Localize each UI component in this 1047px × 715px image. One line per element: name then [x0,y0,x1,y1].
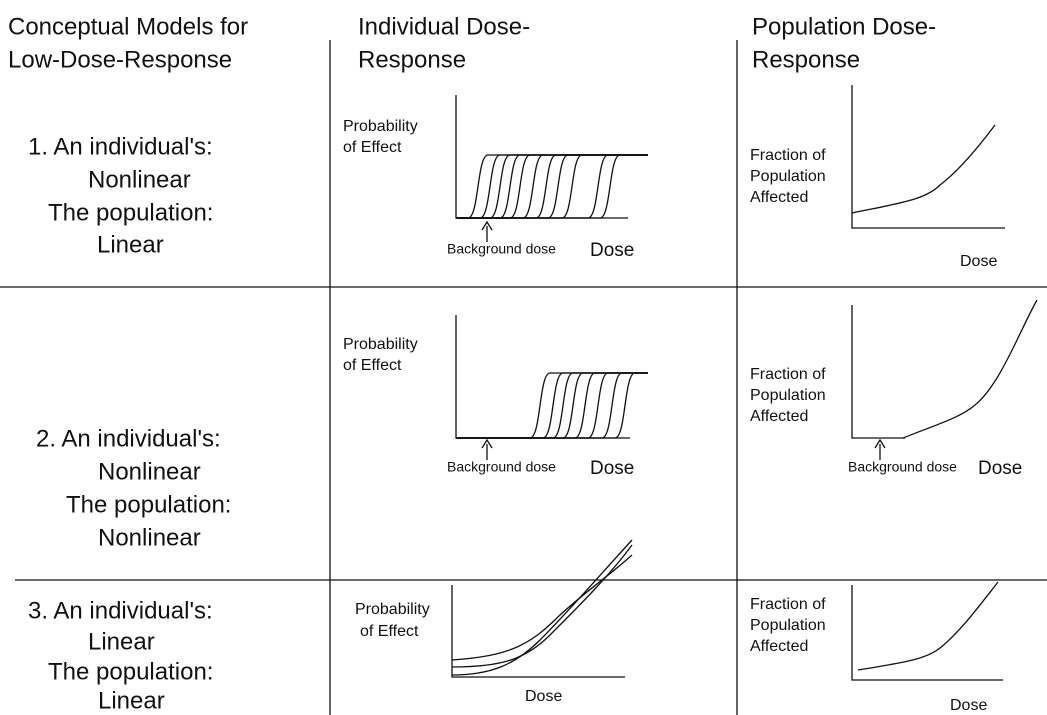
axis-label: Fraction of [750,366,826,383]
axis-label: Dose [978,458,1022,479]
axis-label: Fraction of [750,596,826,613]
curve [456,372,648,439]
curve [451,554,633,661]
curve [456,154,648,219]
axis-label: Probability [355,601,430,618]
row-text: 3. An individual's: [28,597,213,624]
header: Population Dose- [752,13,936,40]
annotation: Background dose [848,459,957,475]
arrow [481,438,493,460]
row-text: The population: [66,491,231,518]
axis-label: Dose [590,240,634,261]
axis-label: of Effect [343,357,402,374]
axis-label: Affected [750,408,808,425]
row-text: Nonlinear [98,524,201,551]
row-text: Nonlinear [98,458,201,485]
row-text: 1. An individual's: [28,133,213,160]
axes [455,95,628,219]
curve [456,154,648,219]
grid-lines [0,40,1047,715]
row-text: The population: [48,658,213,685]
axes [851,585,1003,681]
curve [456,154,648,219]
curve [456,154,648,219]
arrow [481,220,493,242]
axis-label: of Effect [343,139,402,156]
axes [451,585,625,678]
header: Conceptual Models for [8,13,248,40]
axis-label: Population [750,168,826,185]
axis-label: Dose [525,688,562,705]
axis-label: Population [750,617,826,634]
axis-label: Probability [343,336,418,353]
curve [456,154,648,219]
arrow [874,438,886,460]
curve [456,154,648,219]
curve [456,372,648,439]
axis-label: Probability [343,118,418,135]
curve [456,154,648,219]
curve [456,154,648,219]
curve [456,372,648,439]
row-text: Nonlinear [88,166,191,193]
curve [456,372,648,439]
axis-label: Affected [750,638,808,655]
header: Individual Dose- [358,13,530,40]
curves [456,154,648,219]
curve [456,372,648,439]
curve [456,154,648,219]
row-text: Linear [97,231,164,258]
row-text: Linear [88,628,155,655]
axis-label: Fraction of [750,147,826,164]
curve [456,154,648,219]
axis-label: Affected [750,189,808,206]
axes [851,305,905,439]
curve [451,539,633,676]
row-text: 2. An individual's: [36,425,221,452]
curve [456,372,648,439]
curve [456,372,648,439]
curve [451,544,633,668]
axes [851,85,1005,229]
axis-label: Dose [960,253,997,270]
annotation: Background dose [447,459,556,475]
header: Response [358,46,466,73]
header: Response [752,46,860,73]
axis-label: Dose [590,458,634,479]
row-text: Linear [98,687,165,714]
curve [456,154,648,219]
curve [456,372,648,439]
header: Low-Dose-Response [8,46,232,73]
curve [851,124,996,214]
curves [456,372,648,439]
row-text: The population: [48,199,213,226]
curve [857,581,999,671]
annotation: Background dose [447,241,556,257]
axis-label: of Effect [360,623,419,640]
curve [902,299,1038,439]
axis-label: Dose [950,697,987,714]
axis-label: Population [750,387,826,404]
